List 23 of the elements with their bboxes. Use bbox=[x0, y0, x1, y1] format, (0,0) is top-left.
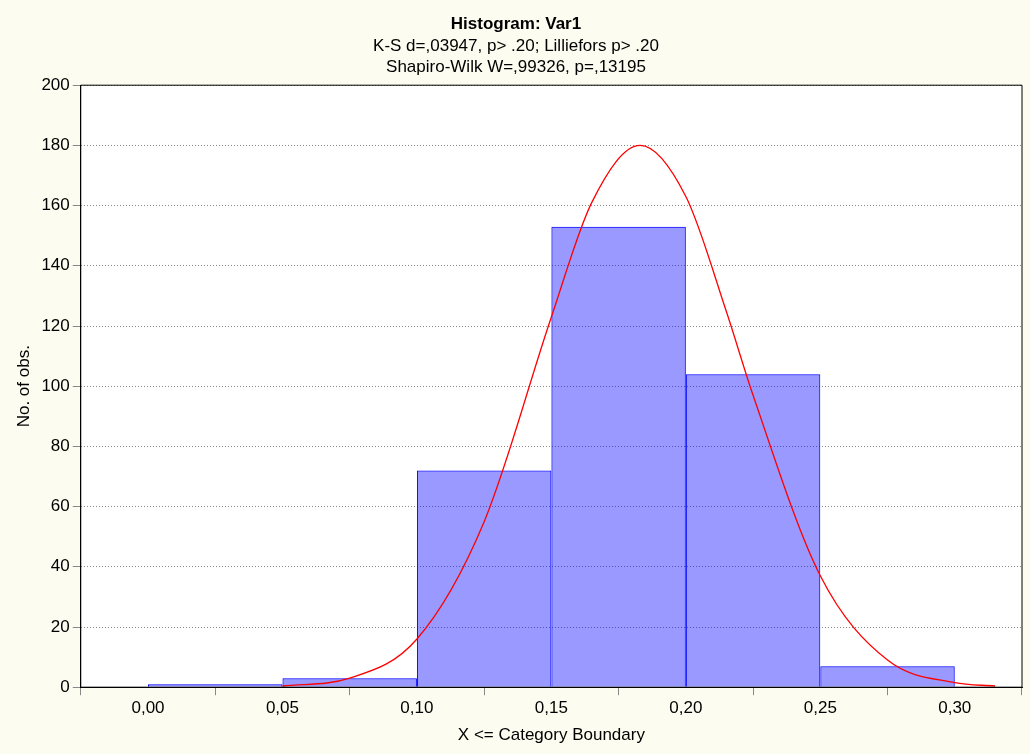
y-tick-label: 140 bbox=[41, 255, 70, 275]
y-tick-label: 0 bbox=[60, 676, 70, 696]
chart-title: Histogram: Var1 bbox=[450, 13, 582, 33]
y-tick-label: 20 bbox=[50, 616, 70, 636]
y-tick-label: 100 bbox=[41, 375, 70, 395]
x-tick-label: 0,05 bbox=[265, 698, 299, 718]
y-tick-label: 200 bbox=[41, 74, 70, 94]
x-tick-label: 0,15 bbox=[534, 698, 568, 718]
x-axis-title: X <= Category Boundary bbox=[457, 725, 646, 745]
y-axis-title: No. of obs. bbox=[13, 345, 33, 428]
x-tick-label: 0,25 bbox=[803, 698, 837, 718]
y-tick-label: 60 bbox=[50, 496, 70, 516]
x-tick-label: 0,20 bbox=[669, 698, 703, 718]
x-tick-label: 0,00 bbox=[131, 698, 165, 718]
y-tick-label: 40 bbox=[50, 556, 70, 576]
line-series bbox=[281, 144, 996, 687]
chart-subtitle: K-S d=,03947, p> .20; Lilliefors p> .20 Shapiro-Wilk W=,99326, p=,13195 bbox=[373, 36, 659, 76]
x-tick-label: 0,10 bbox=[400, 698, 434, 718]
y-tick-label: 180 bbox=[41, 135, 70, 155]
y-tick-label: 160 bbox=[41, 195, 70, 215]
y-tick-label: 80 bbox=[50, 436, 70, 456]
y-tick-label: 120 bbox=[41, 315, 70, 335]
x-tick-label: 0,30 bbox=[938, 698, 972, 718]
